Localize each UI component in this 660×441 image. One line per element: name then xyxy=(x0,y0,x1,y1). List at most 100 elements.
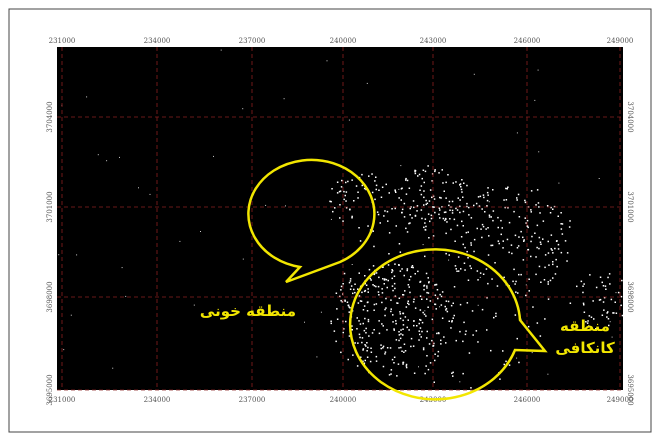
y-label: 3698000 xyxy=(46,281,54,312)
speckle xyxy=(539,266,541,268)
speckle xyxy=(412,267,414,269)
speckle xyxy=(460,186,462,188)
speckle xyxy=(382,292,384,294)
speckle xyxy=(410,346,412,348)
speckle xyxy=(438,332,440,334)
speckle xyxy=(600,299,602,301)
speckle xyxy=(356,185,358,187)
x-label: 237000 xyxy=(239,396,266,404)
speckle xyxy=(426,204,428,206)
speckle xyxy=(387,287,389,289)
speckle xyxy=(447,174,449,176)
x-label: 231000 xyxy=(49,37,76,45)
speckle xyxy=(516,197,518,199)
speckle xyxy=(555,259,557,261)
speckle xyxy=(364,344,366,346)
speckle xyxy=(486,329,488,331)
speckle xyxy=(449,210,451,212)
speckle xyxy=(367,357,369,359)
speckle xyxy=(394,276,396,278)
speckle xyxy=(603,309,605,311)
speckle xyxy=(367,83,368,84)
speckle xyxy=(421,299,423,301)
speckle xyxy=(438,351,440,353)
speckle xyxy=(535,204,537,206)
speckle xyxy=(367,301,369,303)
speckle xyxy=(420,327,422,329)
speckle xyxy=(444,212,446,214)
speckle xyxy=(397,303,399,305)
speckle xyxy=(418,366,419,367)
speckle xyxy=(340,289,342,291)
speckle xyxy=(520,231,522,233)
speckle xyxy=(525,295,527,297)
speckle xyxy=(424,373,426,375)
speckle xyxy=(395,323,397,325)
speckle xyxy=(582,292,584,294)
speckle xyxy=(422,322,424,324)
speckle xyxy=(391,269,393,271)
speckle xyxy=(358,227,360,229)
speckle xyxy=(409,286,411,288)
speckle xyxy=(469,352,471,354)
speckle xyxy=(620,305,622,307)
speckle xyxy=(519,216,521,218)
speckle xyxy=(425,229,427,231)
speckle xyxy=(497,217,499,219)
speckle xyxy=(459,199,461,201)
speckle xyxy=(463,183,465,185)
speckle xyxy=(456,340,458,342)
speckle xyxy=(480,196,482,198)
speckle xyxy=(401,212,403,214)
speckle xyxy=(468,280,470,282)
speckle xyxy=(468,214,470,216)
speckle xyxy=(393,362,395,364)
speckle xyxy=(450,327,452,329)
speckle xyxy=(400,333,402,335)
speckle xyxy=(445,218,447,220)
speckle xyxy=(344,300,346,302)
speckle xyxy=(442,169,444,171)
speckle xyxy=(428,369,430,371)
speckle xyxy=(489,201,490,202)
speckle xyxy=(348,305,350,307)
speckle xyxy=(394,288,396,290)
speckle xyxy=(465,330,467,332)
speckle xyxy=(603,301,605,303)
annotation: کانکافی xyxy=(555,339,615,357)
speckle xyxy=(348,359,350,361)
speckle xyxy=(194,305,195,306)
speckle xyxy=(495,313,497,315)
speckle xyxy=(542,238,544,240)
speckle xyxy=(71,315,72,316)
speckle xyxy=(453,303,455,305)
speckle xyxy=(502,350,504,352)
speckle xyxy=(540,335,542,337)
speckle xyxy=(400,338,402,340)
speckle xyxy=(378,214,380,216)
speckle xyxy=(545,254,547,256)
speckle xyxy=(399,243,401,245)
speckle xyxy=(550,280,552,282)
speckle xyxy=(349,282,351,284)
speckle xyxy=(361,174,363,176)
speckle xyxy=(406,367,408,369)
speckle xyxy=(556,266,558,268)
speckle xyxy=(349,311,351,313)
y-label: 3701000 xyxy=(46,191,54,222)
speckle xyxy=(518,274,520,276)
speckle xyxy=(428,281,430,283)
speckle xyxy=(457,209,459,211)
speckle xyxy=(612,312,614,314)
speckle xyxy=(368,335,370,337)
speckle xyxy=(386,329,388,331)
speckle xyxy=(584,312,586,314)
speckle xyxy=(359,334,361,336)
speckle xyxy=(316,356,317,357)
speckle xyxy=(461,189,463,191)
speckle xyxy=(551,248,553,250)
speckle xyxy=(423,227,425,229)
speckle xyxy=(487,187,489,189)
speckle xyxy=(558,183,559,184)
speckle xyxy=(523,239,525,241)
